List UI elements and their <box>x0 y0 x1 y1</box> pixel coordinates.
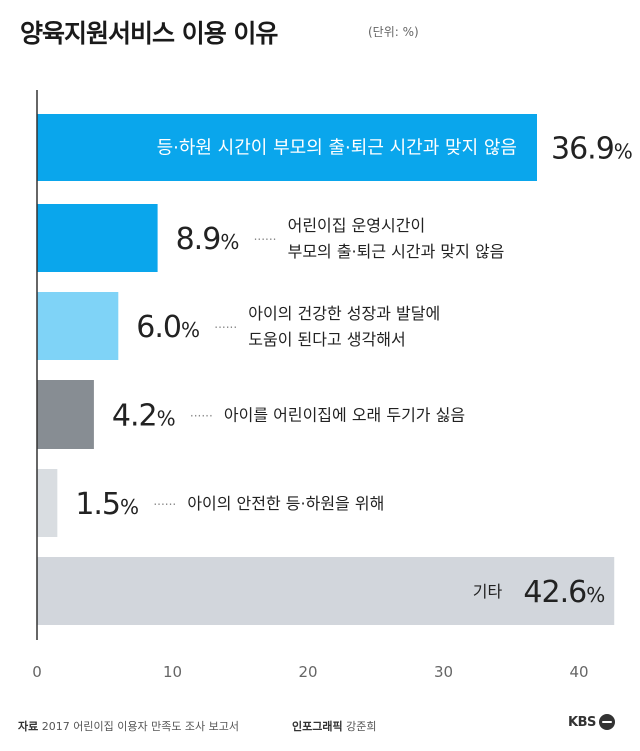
credit-note: 인포그래픽 강준희 <box>292 718 376 734</box>
value-label: 42.6% <box>523 575 604 610</box>
value-label: 6.0% <box>136 310 199 345</box>
x-tick-label: 40 <box>569 663 588 681</box>
category-label: 기타 <box>473 582 503 601</box>
bar <box>37 204 158 272</box>
category-label: 어린이집 운영시간이 부모의 출·퇴근 시간과 맞지 않음 <box>288 216 505 261</box>
x-tick-label: 0 <box>32 663 42 681</box>
leader-dots: ...... <box>153 494 176 508</box>
category-label: 등·하원 시간이 부모의 출·퇴근 시간과 맞지 않음 <box>157 138 517 159</box>
x-tick-label: 10 <box>163 663 182 681</box>
source-label: 자료 <box>18 720 39 733</box>
value-label: 1.5% <box>75 487 138 522</box>
bar <box>37 114 537 181</box>
unit-label: (단위: %) <box>368 25 419 39</box>
leader-dots: ...... <box>190 406 213 420</box>
source-text: 2017 어린이집 이용자 만족도 조사 보고서 <box>41 720 240 733</box>
value-label: 36.9% <box>551 132 632 167</box>
chart-title: 양육지원서비스 이용 이유 <box>20 19 278 48</box>
leader-dots: ...... <box>214 317 237 331</box>
category-label: 아이의 건강한 성장과 발달에 도움이 된다고 생각해서 <box>248 304 440 349</box>
source-note: 자료 2017 어린이집 이용자 만족도 조사 보고서 <box>18 718 239 734</box>
x-tick-label: 30 <box>434 663 453 681</box>
value-label: 8.9% <box>176 222 239 257</box>
credit-text: 강준희 <box>346 720 377 733</box>
kbs-logo-icon <box>598 714 615 730</box>
credit-label: 인포그래픽 <box>292 720 343 733</box>
bar-chart: 등·하원 시간이 부모의 출·퇴근 시간과 맞지 않음 36.9% 8.9%....… <box>32 90 633 681</box>
category-label: 아이를 어린이집에 오래 두기가 싫음 <box>224 406 465 425</box>
logo-text: KBS <box>568 714 596 730</box>
category-label: 아이의 안전한 등·하원을 위해 <box>187 494 384 513</box>
bar <box>37 557 615 625</box>
kbs-logo: KBS <box>568 714 615 730</box>
value-label: 4.2% <box>112 399 175 434</box>
bar <box>37 469 58 537</box>
x-tick-label: 20 <box>298 663 317 681</box>
bar <box>37 292 119 360</box>
leader-dots: ...... <box>254 229 277 243</box>
bar <box>37 380 94 449</box>
